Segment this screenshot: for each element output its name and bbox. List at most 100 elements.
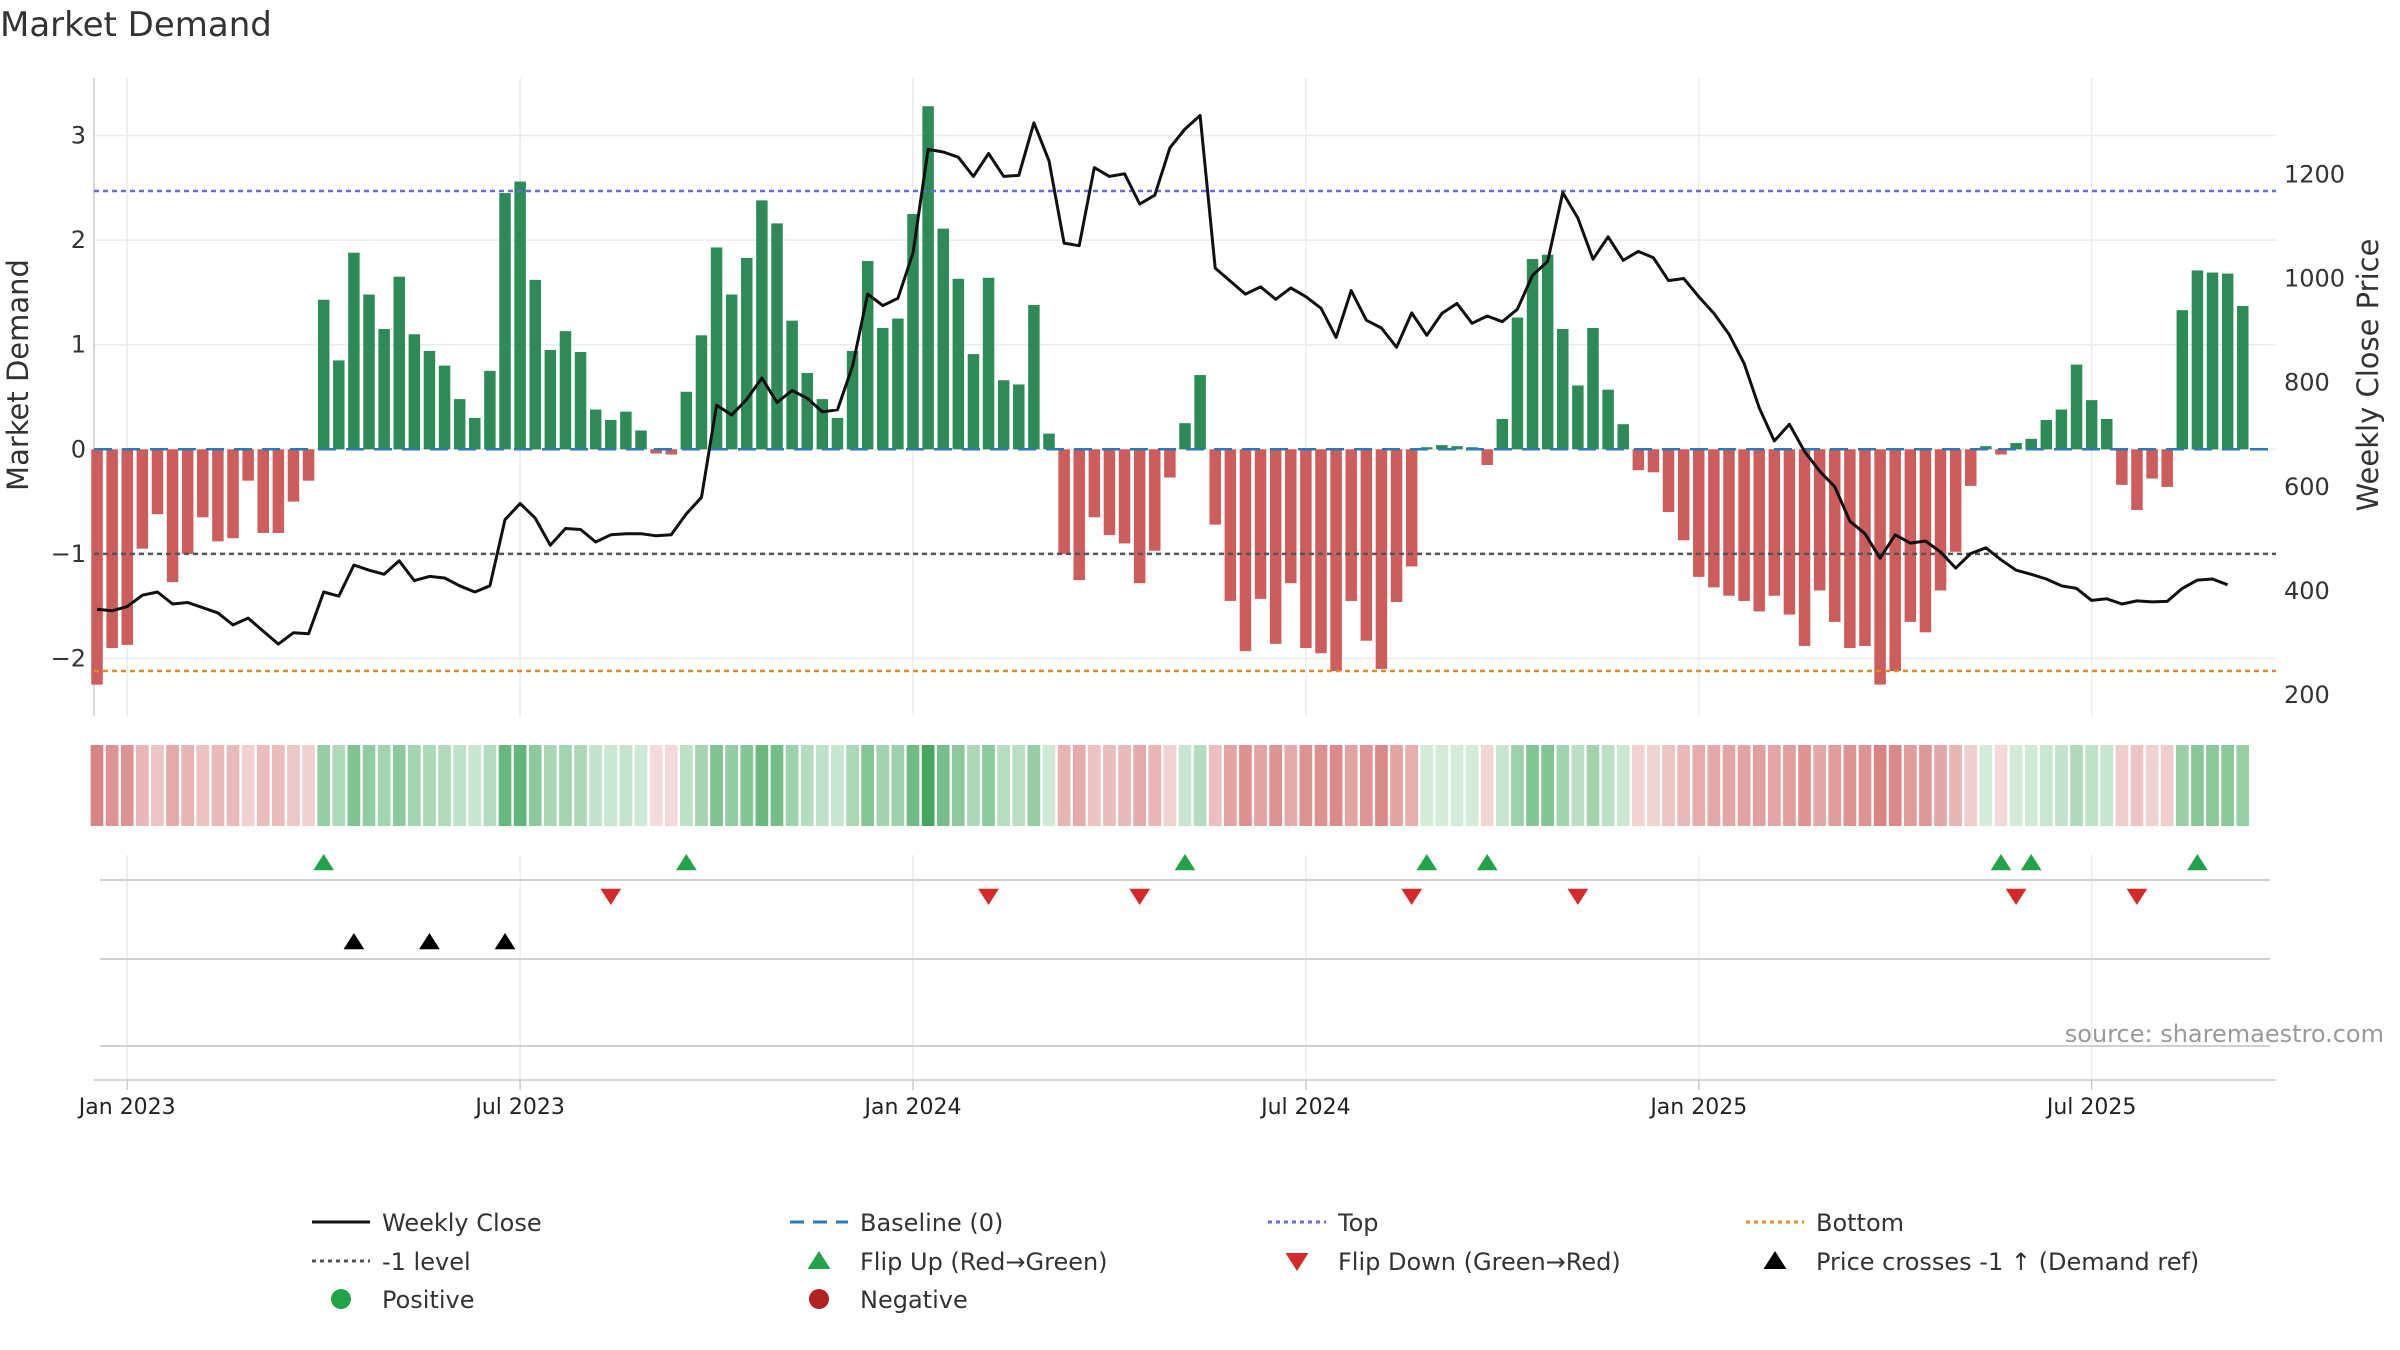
heat-cell [1964, 745, 1978, 826]
demand-bar [2070, 364, 2083, 450]
heat-cell [1239, 745, 1252, 826]
demand-bar [106, 449, 118, 649]
heat-cell [1541, 745, 1555, 826]
legend-item: Flip Down (Green→Red) [1285, 1248, 1621, 1276]
heat-cell [846, 745, 859, 826]
heat-cell [2221, 745, 2234, 826]
flip-up-marker [2187, 854, 2208, 871]
heat-cell [90, 745, 104, 826]
heat-cell [498, 745, 512, 826]
demand-bar [1028, 304, 1040, 450]
heat-cell [982, 745, 995, 826]
legend-label: Flip Down (Green→Red) [1338, 1248, 1621, 1276]
heat-cell [1405, 745, 1419, 826]
demand-bar [1541, 254, 1554, 450]
demand-bar [2025, 438, 2037, 450]
demand-bar [166, 449, 179, 583]
heat-cell [710, 745, 723, 826]
x-tick-label: Jul 2025 [2045, 1095, 2137, 1120]
heat-cell [241, 745, 255, 826]
heat-cell [1677, 745, 1691, 826]
demand-bar [680, 391, 693, 450]
x-tick-label: Jan 2023 [77, 1095, 176, 1120]
demand-bar [2010, 443, 2022, 450]
demand-bar [1708, 449, 1720, 588]
demand-bar [1693, 449, 1705, 577]
legend-item: Negative [809, 1286, 968, 1314]
demand-bar [1239, 449, 1252, 652]
heat-cell [196, 745, 210, 826]
demand-bar [877, 327, 889, 450]
demand-bar [1405, 449, 1418, 567]
heat-cell [1420, 745, 1434, 826]
heat-cell [166, 745, 179, 826]
flip-up-marker [2020, 854, 2042, 871]
demand-bar [257, 449, 269, 533]
demand-bar [635, 430, 647, 450]
heat-cell [906, 745, 920, 826]
price-cross-marker [343, 933, 365, 950]
demand-bar [1662, 449, 1675, 513]
heat-cell [2039, 745, 2053, 826]
legend-label: Bottom [1816, 1209, 1904, 1237]
heat-cell [347, 745, 361, 826]
heat-cell [559, 745, 572, 826]
demand-bar [952, 278, 965, 450]
heat-cell [800, 745, 814, 826]
heat-cell [1450, 745, 1464, 826]
price-cross-marker [494, 933, 516, 950]
heat-cell [543, 745, 557, 826]
heat-cell [1662, 745, 1675, 826]
heat-cell [1495, 745, 1509, 826]
heat-cell [1223, 745, 1237, 826]
legend-symbol-triangle [807, 1251, 831, 1269]
heat-cell [2024, 745, 2038, 826]
demand-bar [771, 223, 783, 450]
heat-cell [1193, 745, 1207, 826]
y-tick-label-right: 400 [2284, 577, 2330, 605]
legend-label: Top [1337, 1209, 1379, 1237]
legend-item: -1 level [312, 1248, 471, 1276]
heat-cell [770, 745, 784, 826]
demand-bar [831, 417, 844, 450]
demand-bar [741, 257, 753, 450]
demand-bar [1753, 449, 1765, 612]
heat-cell [604, 745, 618, 826]
demand-bar [514, 181, 526, 450]
demand-bar [1149, 449, 1161, 551]
heat-cell [1284, 745, 1298, 826]
demand-bar [181, 449, 194, 554]
demand-bar [529, 279, 541, 450]
heat-cell [1813, 745, 1827, 826]
heat-cell [1737, 745, 1751, 826]
demand-bar [1451, 446, 1463, 450]
demand-bar [1904, 449, 1917, 622]
demand-bar [302, 449, 315, 481]
demand-bar [1103, 449, 1116, 536]
legend-item: Flip Up (Red→Green) [807, 1248, 1108, 1276]
legend-label: Price crosses -1 ↑ (Demand ref) [1816, 1248, 2199, 1276]
heat-cell [1934, 745, 1947, 826]
heat-cell [392, 745, 406, 826]
legend-item: Top [1268, 1209, 1379, 1237]
demand-bar [333, 360, 345, 450]
demand-bar [408, 334, 421, 450]
demand-bar [2040, 420, 2053, 450]
heat-cell [1631, 745, 1645, 826]
demand-bar [1088, 449, 1101, 518]
legend-label: Baseline (0) [860, 1209, 1003, 1237]
demand-bar [1738, 449, 1750, 601]
demand-bar [1375, 449, 1388, 669]
demand-bar [710, 247, 723, 450]
flip-down-marker [600, 888, 622, 905]
demand-bar [1315, 449, 1327, 654]
y-tick-label-right: 1200 [2284, 160, 2345, 188]
demand-bar [1557, 329, 1569, 450]
y-tick-label-left: −2 [51, 644, 86, 672]
heat-cell [1208, 745, 1222, 826]
demand-bar [620, 411, 632, 450]
demand-bar [846, 350, 859, 450]
heat-cell [377, 745, 391, 826]
y-tick-label-left: −1 [51, 540, 86, 568]
price-cross-marker [419, 933, 440, 950]
